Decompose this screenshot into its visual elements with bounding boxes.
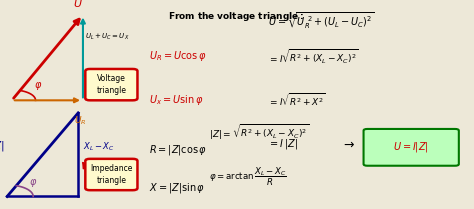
Text: $U_x=U\sin\varphi$: $U_x=U\sin\varphi$ [149, 93, 204, 107]
Text: Voltage
triangle: Voltage triangle [96, 74, 127, 95]
Text: $\varphi$: $\varphi$ [34, 80, 42, 92]
Text: $|Z|=\sqrt{R^2+(X_L-X_C)^2}$: $|Z|=\sqrt{R^2+(X_L-X_C)^2}$ [209, 123, 309, 142]
FancyBboxPatch shape [85, 159, 137, 190]
Text: $U_R=U\cos\varphi$: $U_R=U\cos\varphi$ [149, 50, 207, 63]
Text: $|Z|$: $|Z|$ [0, 139, 5, 153]
FancyBboxPatch shape [85, 69, 137, 100]
Text: $\varphi=\arctan\dfrac{X_L-X_C}{R}$: $\varphi=\arctan\dfrac{X_L-X_C}{R}$ [209, 166, 286, 188]
Text: $=I\sqrt{R^2+X^2}$: $=I\sqrt{R^2+X^2}$ [268, 92, 326, 109]
FancyBboxPatch shape [364, 129, 459, 166]
Text: Impedance
triangle: Impedance triangle [90, 164, 133, 185]
Text: $U=I|Z|$: $U=I|Z|$ [393, 140, 429, 154]
Text: $\varphi$: $\varphi$ [29, 177, 37, 189]
Text: $\rightarrow$: $\rightarrow$ [341, 138, 356, 151]
Text: $\mathbf{From\ the\ voltage\ triangle:}$: $\mathbf{From\ the\ voltage\ triangle:}$ [168, 10, 304, 23]
Text: $U_R$: $U_R$ [74, 115, 87, 127]
Text: $U=\sqrt{U_R^{\ 2}+(U_L-U_C)^2}$: $U=\sqrt{U_R^{\ 2}+(U_L-U_C)^2}$ [268, 10, 374, 31]
Text: $R=|Z|\cos\varphi$: $R=|Z|\cos\varphi$ [149, 144, 208, 157]
Text: $U$: $U$ [73, 0, 83, 9]
Text: $=I\,|Z|$: $=I\,|Z|$ [268, 137, 298, 151]
Text: $=I\sqrt{R^2+(X_L-X_C)^2}$: $=I\sqrt{R^2+(X_L-X_C)^2}$ [268, 47, 358, 66]
Text: $X_L-X_C$: $X_L-X_C$ [83, 140, 115, 153]
Text: $X=|Z|\sin\varphi$: $X=|Z|\sin\varphi$ [149, 181, 206, 195]
Text: $U_L+U_C=U_X$: $U_L+U_C=U_X$ [85, 32, 130, 42]
